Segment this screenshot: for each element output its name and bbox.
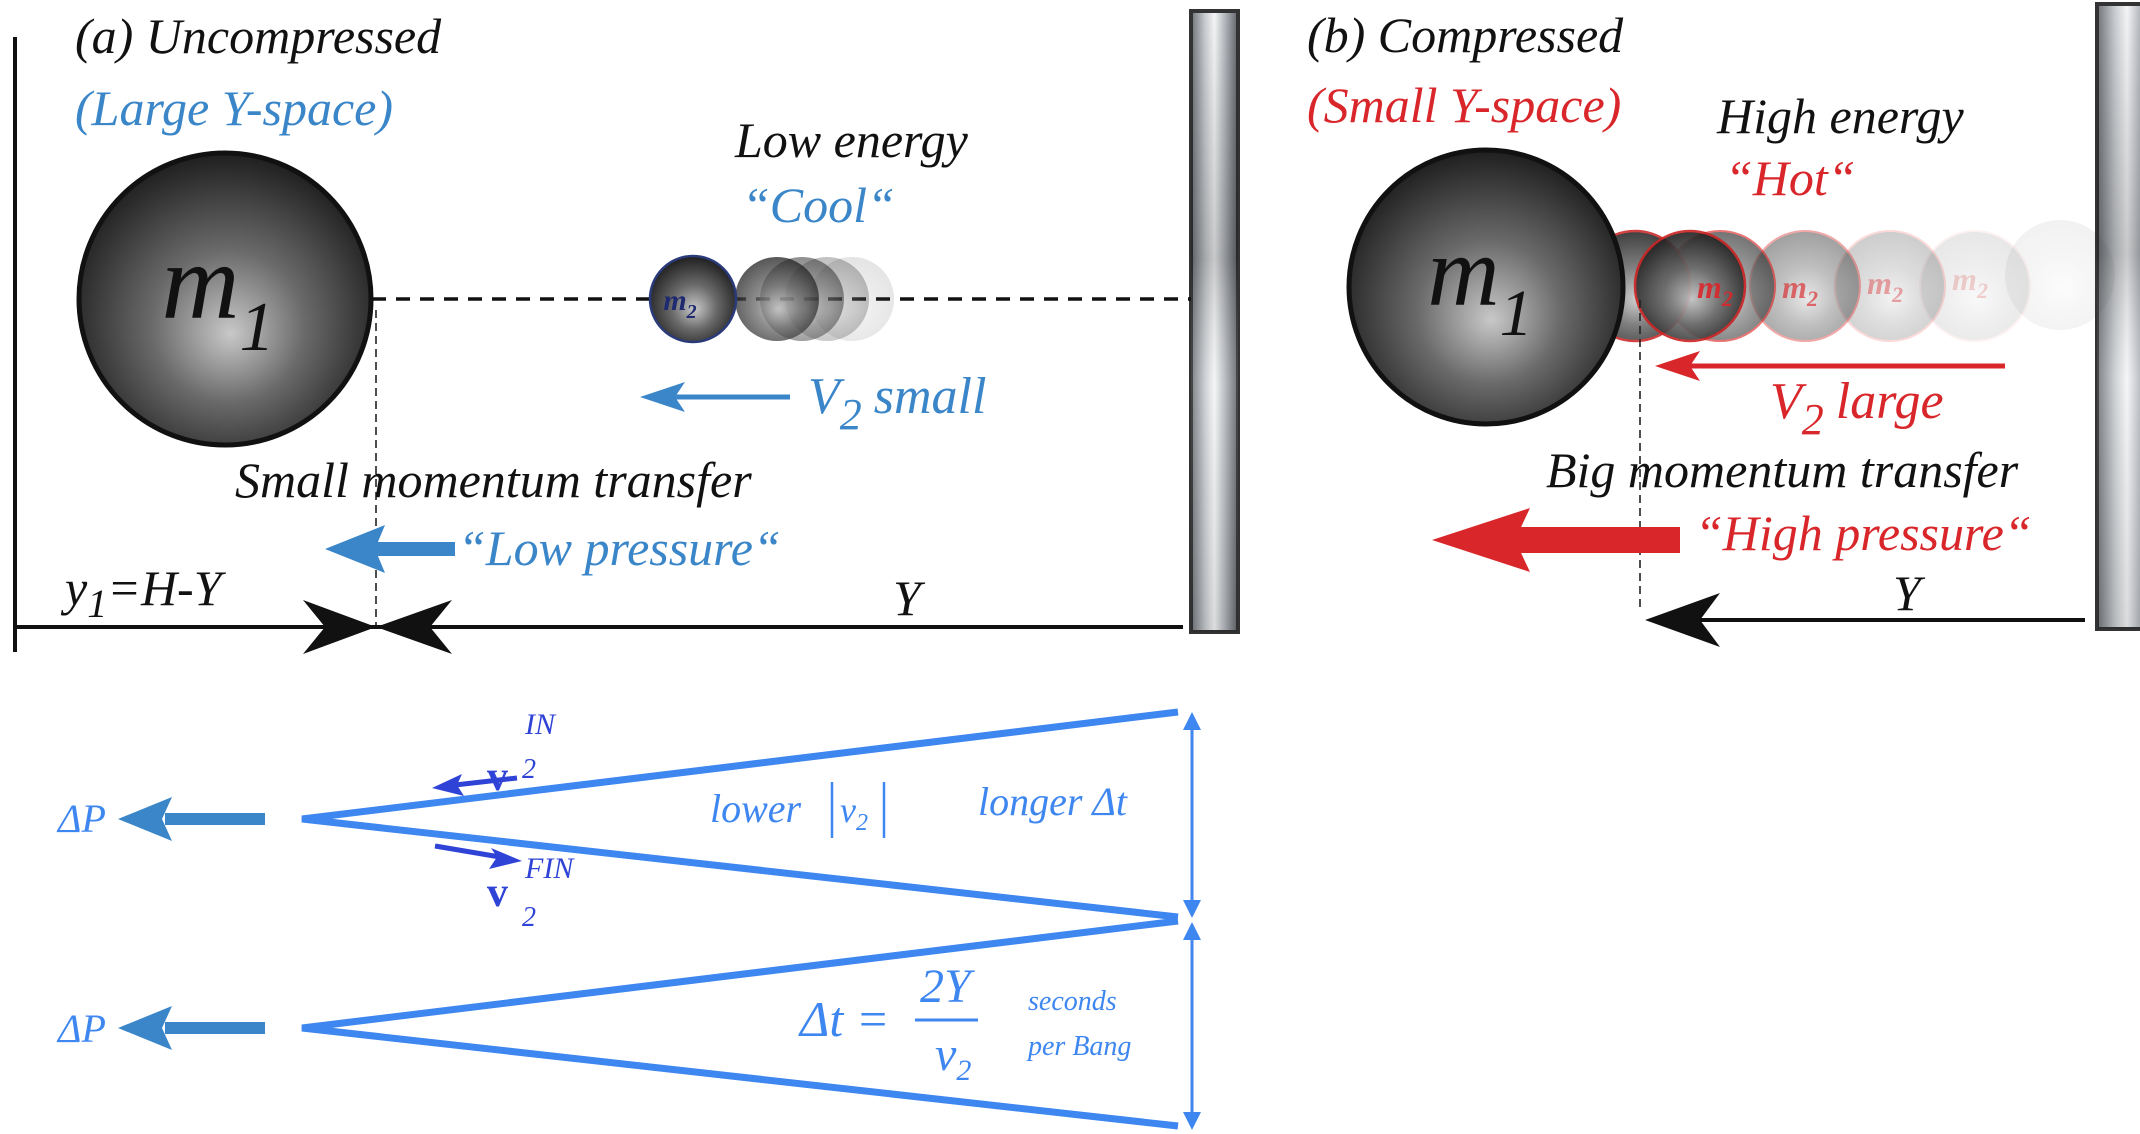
wall-b: [2095, 2, 2140, 631]
panel-a-uncompressed: m2 m1 (a) Uncompressed (Large Y-space) L…: [13, 8, 1240, 654]
m1-ball-b: m1: [1346, 147, 1626, 427]
formula-numerator: 2Y: [920, 960, 975, 1013]
abs-bars: [830, 782, 886, 838]
wall-a: [1189, 9, 1240, 634]
panel-b-subtitle: (Small Y-space): [1307, 77, 1621, 133]
bounce-path-slow: [301, 708, 1179, 921]
energy-label-b: High energy: [1716, 88, 1964, 144]
energy-quote-b: “Hot“: [1725, 150, 1856, 206]
m1-label-b: m1: [1427, 216, 1532, 350]
seconds-label: seconds: [1028, 986, 1117, 1017]
v2-in-label: v: [487, 754, 508, 800]
baseline-arrowhead-b: [1645, 593, 1720, 647]
transfer-label-b: Big momentum transfer: [1546, 442, 2019, 498]
velocity-arrow-a: [640, 382, 790, 412]
pressure-arrow-b: [1432, 508, 1680, 572]
energy-quote-a: “Cool“: [742, 177, 895, 233]
panel-b-compressed: m2 m2 m2 m2 m1 (b) Compressed (Small Y-s…: [1307, 2, 2140, 647]
m2-trail-label-4: m2: [1952, 261, 1988, 303]
delta-p-label-2: ΔP: [56, 1006, 106, 1051]
baseline-arrowhead-left: [376, 600, 452, 654]
v2-fin-sup: FIN: [524, 852, 575, 885]
v2-in-vector: [432, 774, 518, 796]
m2-trail-label-2: m2: [1782, 269, 1818, 311]
per-bang-label: per Bang: [1026, 1031, 1131, 1062]
panel-a-title: (a) Uncompressed: [75, 8, 442, 64]
m2-motion-trail-b: m2 m2 m2 m2: [1578, 220, 2115, 343]
pressure-label-a: “Low pressure“: [458, 520, 781, 576]
v2-fin-sub: 2: [522, 902, 536, 933]
interval-arrow-2: [1183, 922, 1201, 1130]
delta-p-arrow-1: [118, 797, 265, 841]
transfer-label-a: Small momentum transfer: [235, 452, 752, 508]
baseline-arrowhead-right: [303, 600, 376, 654]
longer-dt-label: longer Δt: [978, 779, 1128, 824]
v2-in-sub: 2: [522, 754, 536, 785]
y-label-a: Y: [893, 570, 926, 626]
m1-label-a: m1: [162, 223, 275, 366]
interval-arrow-1: [1183, 712, 1201, 918]
v2-in-sup: IN: [524, 708, 557, 741]
velocity-arrow-b: [1655, 351, 2005, 381]
m2-ball-a: m2: [648, 254, 738, 344]
y-label-b: Y: [1893, 565, 1926, 621]
panel-a-subtitle: (Large Y-space): [75, 80, 393, 136]
m2-motion-trail-a: [735, 257, 894, 341]
formula-lhs: Δt =: [798, 991, 889, 1047]
m2-trail-label-1: m2: [1697, 269, 1733, 311]
m1-ball-a: m1: [76, 150, 374, 448]
speed-label: lower: [710, 786, 802, 831]
energy-label-a: Low energy: [734, 112, 969, 168]
panel-b-title: (b) Compressed: [1307, 7, 1624, 63]
y1-equation: y1=H-Y: [60, 560, 227, 626]
delta-p-arrow-2: [118, 1006, 265, 1050]
speed-symbol: v2: [840, 790, 868, 836]
delta-p-label-1: ΔP: [56, 796, 106, 841]
pressure-arrow-a: [325, 525, 455, 573]
velocity-label-b: V2 large: [1770, 373, 1944, 444]
m2-trail-label-3: m2: [1867, 265, 1903, 307]
m2-label-a: m2: [663, 284, 696, 323]
v2-fin-vector: [434, 843, 522, 869]
velocity-label-a: V2 small: [808, 368, 986, 439]
formula-denominator: v2: [935, 1028, 971, 1087]
pressure-label-b: “High pressure“: [1695, 505, 2032, 561]
bounce-path-fast: [301, 917, 1179, 1130]
v2-fin-label: v: [487, 870, 508, 916]
bounce-diagram: ΔP ΔP v IN 2: [56, 708, 1201, 1130]
